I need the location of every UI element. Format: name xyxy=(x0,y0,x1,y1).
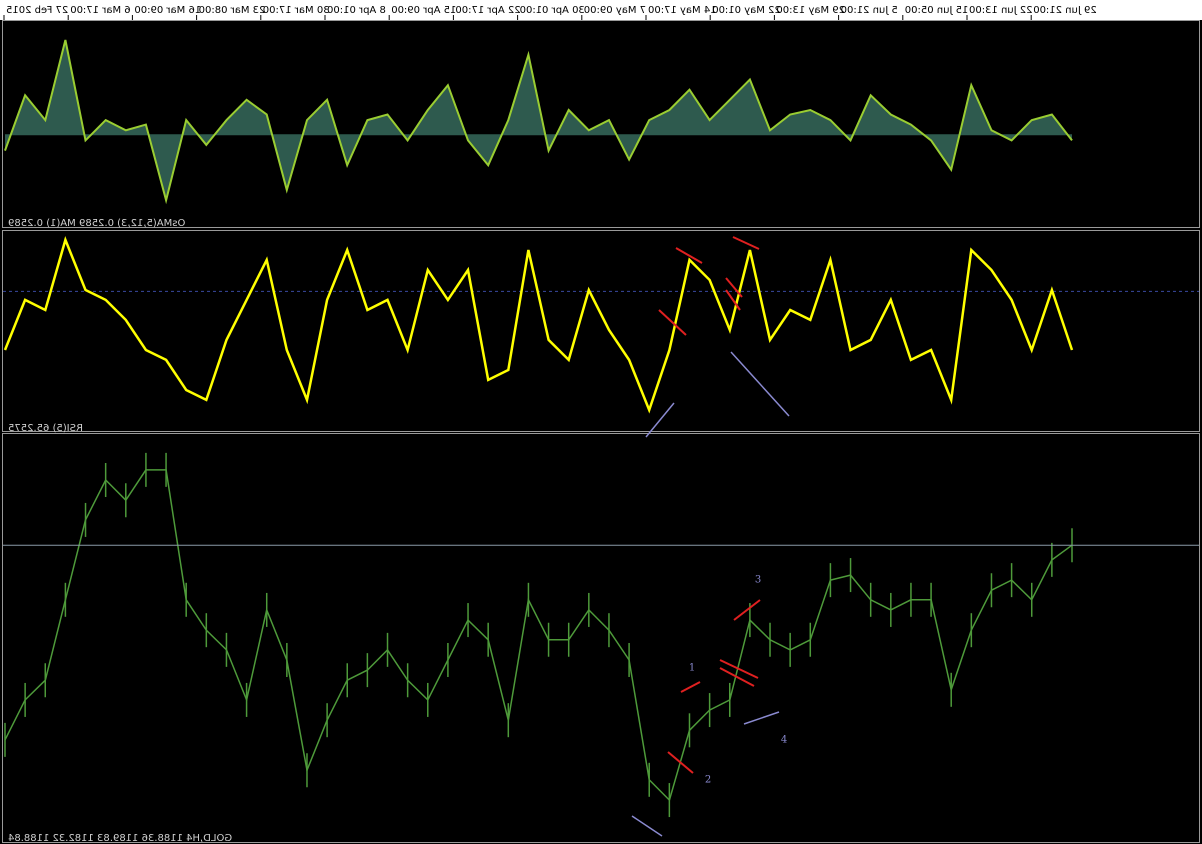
time-label: 22 May 01:00 xyxy=(712,5,781,16)
price-line xyxy=(4,469,1073,802)
trend-line xyxy=(658,309,687,336)
osma-panel xyxy=(2,20,1200,228)
time-label: 6 Mar 17:00 xyxy=(70,5,130,16)
user-drawings xyxy=(631,236,790,837)
time-label: 16 Mar 09:00 xyxy=(134,5,201,16)
trend-line xyxy=(725,277,743,298)
trend-line xyxy=(719,667,755,687)
panel-label: GOLD,H4 1188.36 1189.83 1182.32 1188.84 xyxy=(8,833,232,844)
time-label: 29 Jun 21:00 xyxy=(1033,5,1097,16)
time-label: 14 May 17:00 xyxy=(648,5,717,16)
trend-line xyxy=(675,247,703,264)
time-label: 22 Jun 13:00 xyxy=(969,5,1033,16)
rsi-line xyxy=(3,236,1074,414)
time-label: 23 Mar 08:00 xyxy=(199,5,266,16)
trend-line xyxy=(743,711,780,725)
wave-label: 1 xyxy=(689,663,695,674)
histogram-area xyxy=(5,40,1072,201)
trend-line xyxy=(719,659,759,679)
trend-line xyxy=(725,289,741,311)
time-axis-strip xyxy=(0,0,1202,20)
wave-label: 4 xyxy=(781,735,787,746)
time-label: 27 Feb 2015 xyxy=(6,5,68,16)
trend-line xyxy=(631,815,663,837)
time-label: 29 May 13:00 xyxy=(776,5,845,16)
time-label: 30 Apr 01:00 xyxy=(520,5,585,16)
osma-line xyxy=(4,39,1073,205)
trend-line xyxy=(732,236,760,250)
time-label: 8 Apr 01:00 xyxy=(327,5,386,16)
wave-label: 3 xyxy=(755,575,761,586)
time-label: 7 May 09:00 xyxy=(584,5,646,16)
trend-line xyxy=(645,402,675,438)
time-label: 15 Jun 05:00 xyxy=(905,5,969,16)
time-label: 30 Mar 17:00 xyxy=(263,5,330,16)
time-label: 15 Apr 09:00 xyxy=(391,5,456,16)
rsi-panel xyxy=(2,230,1200,432)
time-label: 5 Jun 21:00 xyxy=(841,5,898,16)
trend-line xyxy=(733,599,761,621)
wave-label: 2 xyxy=(705,775,711,786)
trend-line xyxy=(667,751,694,774)
time-label: 22 Apr 17:00 xyxy=(455,5,520,16)
panel-label: OsMA(5,12,3) 0.2589 MA(1) 0.2589 xyxy=(8,218,185,229)
trend-line xyxy=(730,351,790,417)
trend-line xyxy=(680,681,701,693)
panel-label: RSI(5) 65.2575 xyxy=(8,423,83,434)
price-panel xyxy=(2,433,1200,843)
